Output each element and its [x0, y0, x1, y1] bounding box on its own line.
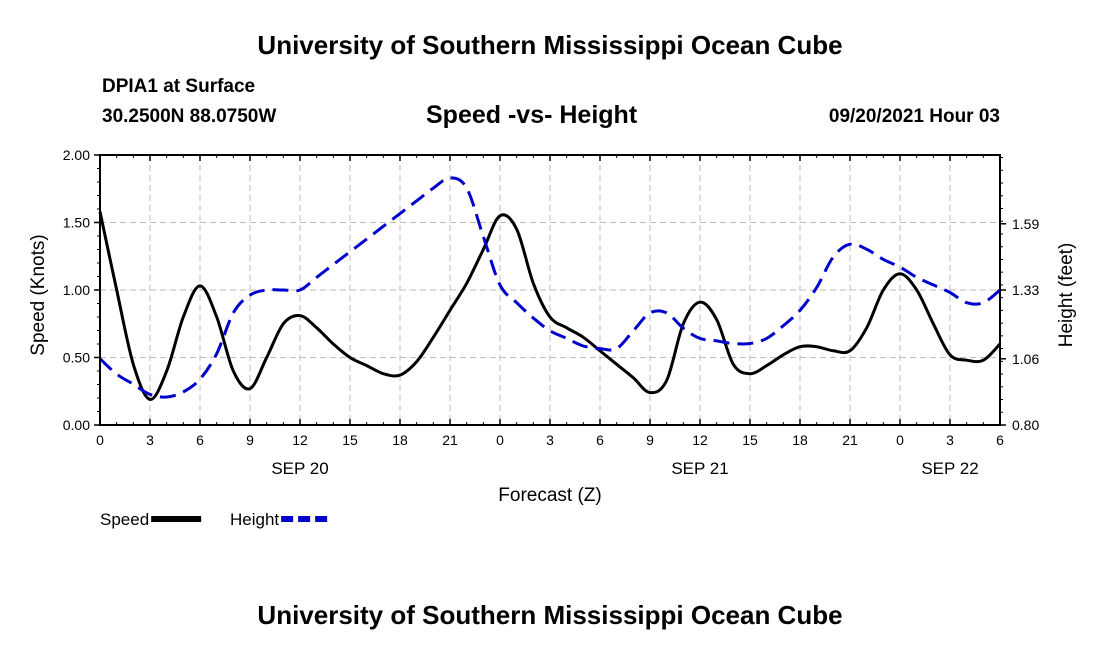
y-tick-label: 1.50 — [63, 215, 90, 231]
y-axis-title: Speed (Knots) — [28, 234, 49, 355]
x-tick-label: 6 — [196, 432, 204, 448]
y-tick-label: 2.00 — [63, 147, 90, 163]
x-tick-label: 9 — [646, 432, 654, 448]
date-label: SEP 22 — [921, 459, 978, 478]
grid-lines — [100, 155, 1000, 425]
x-tick-label: 3 — [946, 432, 954, 448]
x-tick-label: 21 — [842, 432, 858, 448]
station-label: DPIA1 at Surface — [102, 76, 256, 97]
x-tick-label: 6 — [596, 432, 604, 448]
axes: 0 3 6 9 12 15 18 21 0 3 6 9 12 15 18 21 0 3 6 0.00 0.50 1.00 1… — [28, 147, 1077, 506]
speed-series-line — [98, 211, 1002, 401]
x-tick-label: 12 — [292, 432, 308, 448]
series-lines — [98, 176, 1002, 401]
x-tick-label: 0 — [96, 432, 104, 448]
x-tick-label: 6 — [996, 432, 1004, 448]
y-tick-label: 1.00 — [63, 282, 90, 298]
x-tick-label: 9 — [246, 432, 254, 448]
x-tick-label: 18 — [392, 432, 408, 448]
date-label: SEP 21 — [671, 459, 728, 478]
x-tick-label: 0 — [896, 432, 904, 448]
x-tick-label: 3 — [146, 432, 154, 448]
y2-tick-label: 1.59 — [1012, 216, 1039, 232]
chart-title: Speed -vs- Height — [426, 101, 638, 129]
y-tick-label: 0.50 — [63, 350, 90, 366]
date-label: SEP 20 — [271, 459, 328, 478]
x-tick-label: 15 — [742, 432, 758, 448]
x-tick-label: 21 — [442, 432, 458, 448]
y2-tick-label: 0.80 — [1012, 417, 1039, 433]
x-axis-title: Forecast (Z) — [498, 485, 601, 506]
legend-label-height: Height — [230, 510, 279, 529]
legend: Speed Height — [100, 510, 332, 529]
y2-axis-title: Height (feet) — [1056, 243, 1077, 348]
page-title-bottom: University of Southern Mississippi Ocean… — [257, 600, 843, 630]
height-series-line — [98, 176, 1001, 399]
legend-label-speed: Speed — [100, 510, 149, 529]
x-tick-label: 3 — [546, 432, 554, 448]
y2-tick-label: 1.33 — [1012, 282, 1039, 298]
page-title-top: University of Southern Mississippi Ocean… — [257, 30, 843, 60]
x-tick-label: 18 — [792, 432, 808, 448]
x-tick-label: 0 — [496, 432, 504, 448]
y-tick-label: 0.00 — [63, 417, 90, 433]
x-tick-label: 15 — [342, 432, 358, 448]
y2-tick-label: 1.06 — [1012, 351, 1039, 367]
x-tick-label: 12 — [692, 432, 708, 448]
coordinates-label: 30.2500N 88.0750W — [102, 106, 277, 127]
datetime-label: 09/20/2021 Hour 03 — [828, 106, 1000, 127]
